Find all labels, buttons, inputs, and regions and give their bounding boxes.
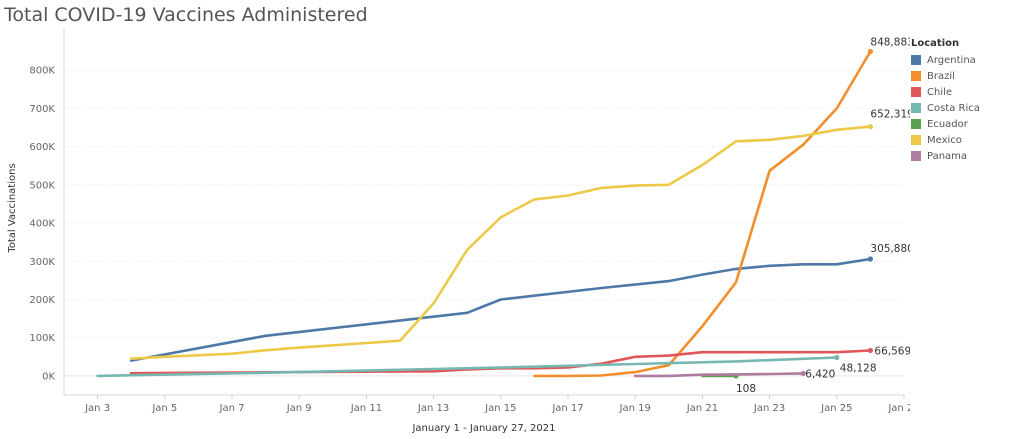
x-tick-label: Jan 15 (484, 403, 516, 414)
legend-label: Panama (927, 150, 968, 162)
end-label-argentina: 305,880 (870, 243, 910, 255)
x-tick-label: Jan 19 (619, 403, 651, 414)
end-point-panama (800, 370, 806, 377)
series-line-costa-rica (96, 356, 839, 378)
y-tick-label: 800K (29, 66, 55, 77)
axes: 0K 100K 200K 300K 400K 500K 600K 700K 800K Jan 3 J… (29, 28, 910, 414)
series-lines (96, 48, 874, 379)
y-tick-label: 600K (29, 142, 55, 153)
legend-item-argentina[interactable]: Argentina (911, 52, 1023, 68)
line-chart: 0K 100K 200K 300K 400K 500K 600K 700K 800K Jan 3 J… (7, 28, 910, 434)
legend: Location Argentina Brazil Chile Costa Rica E… (911, 38, 1023, 164)
x-tick-label: Jan 25 (820, 403, 852, 414)
legend-swatch (911, 55, 921, 65)
y-tick-label: 700K (29, 104, 55, 115)
x-tick-label: Jan 23 (753, 403, 785, 414)
legend-swatch (911, 151, 921, 161)
legend-swatch (911, 119, 921, 129)
legend-item-panama[interactable]: Panama (911, 148, 1023, 164)
end-point-argentina (867, 256, 874, 262)
y-tick-label: 100K (29, 333, 55, 344)
legend-label: Ecuador (927, 118, 968, 130)
series-line-mexico (129, 125, 872, 361)
grid-lines (64, 69, 904, 377)
y-tick-label: 500K (29, 180, 55, 191)
series-line-chile (129, 349, 872, 375)
end-label-panama: 6,420 (805, 368, 835, 380)
y-tick-label: 200K (29, 295, 55, 306)
legend-label: Argentina (927, 54, 976, 66)
legend-item-ecuador[interactable]: Ecuador (911, 116, 1023, 132)
end-label-costa-rica: 48,128 (840, 363, 877, 375)
legend-item-costa-rica[interactable]: Costa Rica (911, 100, 1023, 116)
chart-title: Total COVID-19 Vaccines Administered (4, 4, 368, 26)
end-point-mexico (867, 124, 874, 130)
end-point-chile (867, 347, 874, 354)
y-tick-label: 0K (42, 371, 55, 382)
end-point-brazil (867, 48, 874, 55)
end-label-chile: 66,569 (874, 345, 910, 357)
legend-item-brazil[interactable]: Brazil (911, 68, 1023, 84)
x-tick-label: Jan 17 (551, 403, 583, 414)
x-tick-label: Jan 13 (417, 403, 449, 414)
x-tick-label: Jan 21 (686, 403, 718, 414)
legend-item-mexico[interactable]: Mexico (911, 132, 1023, 148)
y-tick-label: 300K (29, 257, 55, 268)
x-tick-label: Jan 9 (286, 403, 312, 414)
x-tick-label: Jan 7 (219, 403, 245, 414)
legend-label: Costa Rica (927, 102, 980, 114)
end-label-mexico: 652,319 (870, 109, 910, 121)
series-line-argentina (129, 257, 872, 362)
x-tick-label: Jan 27 (887, 403, 910, 414)
y-axis-title: Total Vaccinations (7, 163, 18, 253)
legend-label: Chile (927, 86, 953, 98)
x-tick-label: Jan 3 (84, 403, 110, 414)
legend-swatch (911, 135, 921, 145)
legend-swatch (911, 71, 921, 81)
legend-label: Mexico (927, 134, 962, 146)
legend-label: Brazil (927, 70, 955, 82)
data-labels: 305,880 848,883 66,569 48,128 108 652,319 6,42… (736, 37, 910, 395)
legend-items: Argentina Brazil Chile Costa Rica Ecuador Mex… (911, 52, 1023, 164)
legend-swatch (911, 103, 921, 113)
x-axis-title: January 1 - January 27, 2021 (411, 423, 555, 434)
end-point-costa-rica (834, 354, 840, 361)
legend-item-chile[interactable]: Chile (911, 84, 1023, 100)
end-label-brazil: 848,883 (870, 37, 910, 49)
series-line-brazil (533, 50, 872, 378)
x-tick-label: Jan 5 (151, 403, 177, 414)
series-line-panama (633, 372, 805, 378)
x-tick-label: Jan 11 (350, 403, 382, 414)
legend-swatch (911, 87, 921, 97)
legend-title: Location (911, 38, 960, 49)
end-label-ecuador: 108 (736, 383, 756, 395)
y-tick-label: 400K (29, 219, 55, 230)
